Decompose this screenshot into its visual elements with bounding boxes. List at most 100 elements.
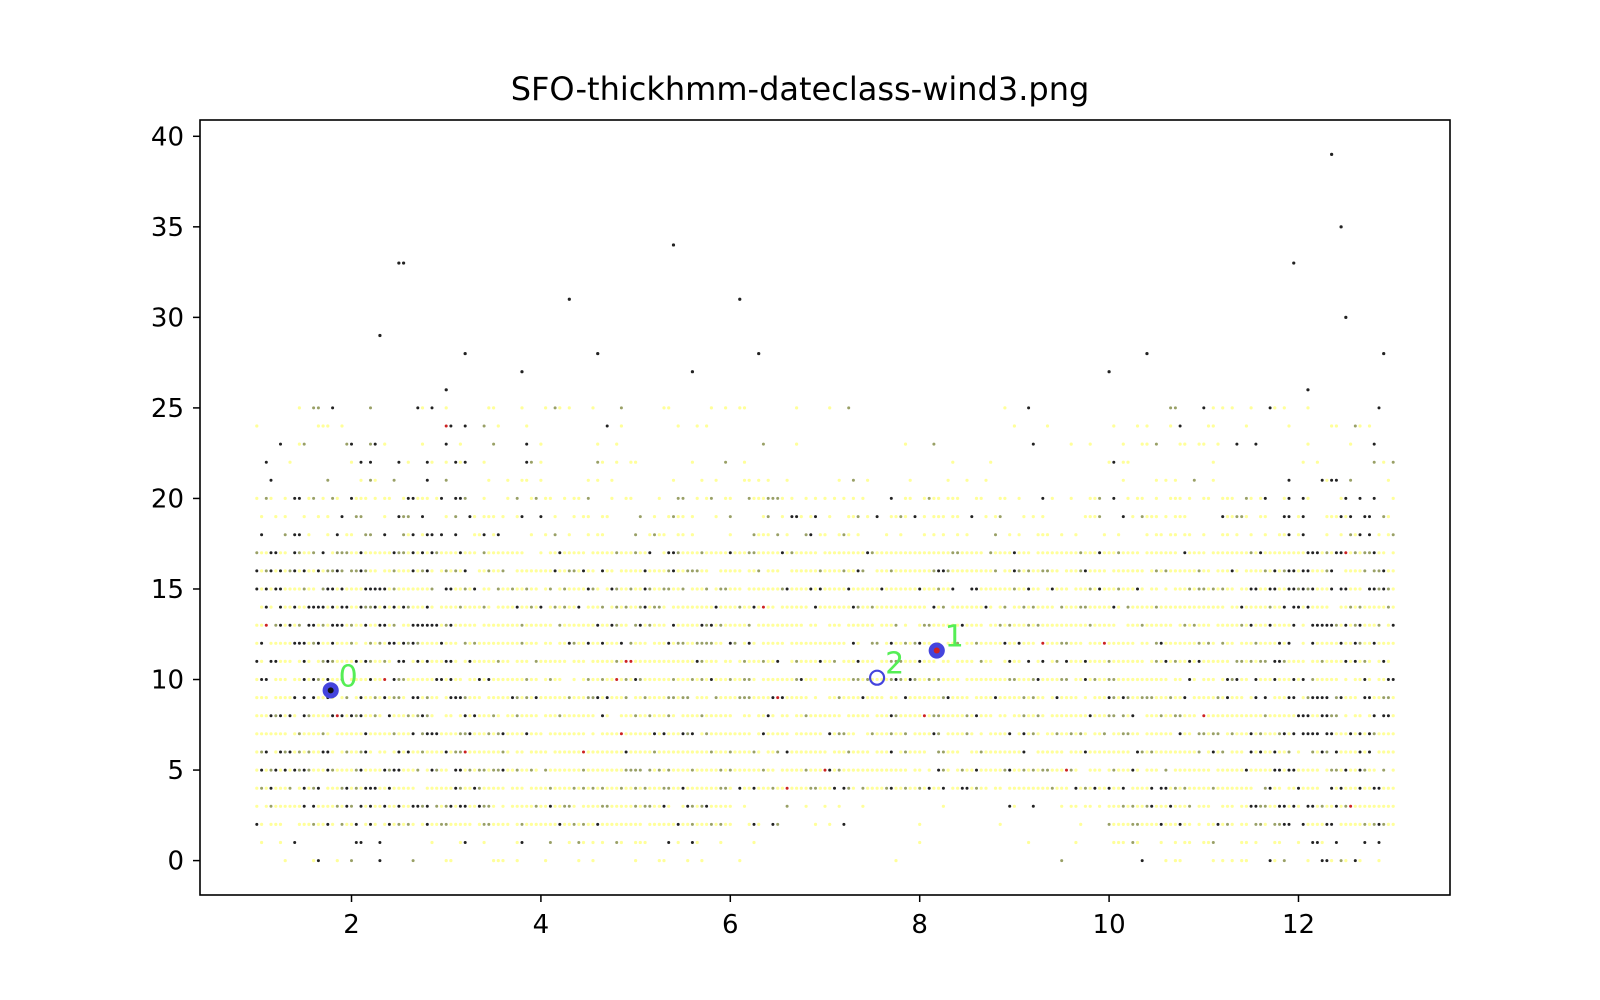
data-point <box>349 659 354 664</box>
data-point <box>468 786 472 790</box>
data-point <box>861 804 865 808</box>
data-point <box>567 732 571 736</box>
data-point <box>832 641 837 645</box>
data-point <box>1334 732 1338 736</box>
data-point <box>1287 822 1291 826</box>
data-point <box>340 641 344 645</box>
data-point <box>288 659 292 664</box>
data-point <box>525 424 529 428</box>
data-point <box>1069 659 1073 664</box>
data-point <box>563 605 567 609</box>
data-point <box>364 569 368 573</box>
data-point <box>1235 569 1239 573</box>
data-point <box>638 840 642 845</box>
data-point <box>1235 533 1239 537</box>
data-point <box>1150 623 1154 627</box>
data-point <box>525 587 529 591</box>
data-point <box>771 551 775 555</box>
data-point <box>435 732 439 736</box>
data-point <box>420 641 425 645</box>
data-point <box>1330 424 1334 428</box>
data-point <box>932 587 936 591</box>
data-point <box>1135 496 1140 500</box>
data-point <box>496 587 500 591</box>
data-point <box>1277 623 1282 627</box>
data-point <box>283 677 287 682</box>
data-point <box>771 714 775 718</box>
data-point <box>1145 786 1149 790</box>
data-point <box>1301 623 1305 627</box>
data-point <box>1211 696 1215 700</box>
data-point <box>534 677 538 682</box>
data-point <box>335 587 339 591</box>
data-point <box>1263 677 1267 682</box>
data-point <box>1050 768 1054 772</box>
data-point <box>728 659 732 664</box>
data-point <box>1249 786 1253 790</box>
data-point <box>970 623 974 627</box>
data-point <box>899 569 903 573</box>
data-point <box>373 786 377 790</box>
data-point <box>260 714 264 718</box>
data-point <box>776 623 780 627</box>
data-point <box>1230 714 1234 718</box>
data-point <box>889 696 893 700</box>
data-point <box>601 678 604 681</box>
data-point <box>671 478 676 482</box>
data-point <box>558 732 562 736</box>
data-point <box>629 677 633 682</box>
data-point <box>1240 515 1244 519</box>
data-point <box>643 641 647 645</box>
data-point <box>1235 551 1239 555</box>
data-point <box>1140 496 1144 500</box>
chart-title: SFO-thickhmm-dateclass-wind3.png <box>510 70 1090 108</box>
data-point <box>1197 822 1201 827</box>
data-point <box>302 641 306 645</box>
data-point <box>492 623 496 627</box>
data-point <box>477 678 481 681</box>
data-point <box>373 569 377 573</box>
data-point <box>312 641 316 645</box>
data-point <box>331 496 335 500</box>
data-point <box>1273 587 1277 591</box>
data-point <box>1225 551 1230 555</box>
data-point <box>1282 859 1286 863</box>
data-point <box>1296 533 1301 537</box>
data-point <box>1050 623 1054 627</box>
data-point <box>463 659 467 664</box>
data-point <box>1112 750 1116 754</box>
data-point <box>709 678 713 681</box>
data-point <box>624 732 628 736</box>
data-point <box>586 641 590 645</box>
data-point <box>1306 786 1310 790</box>
data-point <box>1358 714 1362 718</box>
data-point <box>742 750 747 754</box>
data-point <box>766 623 770 627</box>
data-point <box>922 587 927 591</box>
data-point <box>1249 659 1253 663</box>
data-point <box>695 714 699 718</box>
data-point <box>458 786 462 790</box>
data-point <box>264 587 268 591</box>
data-point <box>501 551 505 555</box>
data-point <box>1178 750 1182 754</box>
data-point <box>553 768 557 772</box>
data-point <box>1088 442 1092 446</box>
data-point <box>473 768 477 772</box>
data-point <box>681 786 685 790</box>
data-point <box>1339 551 1343 555</box>
data-point <box>383 515 387 519</box>
data-point <box>1249 605 1253 609</box>
data-point <box>743 678 746 681</box>
data-point <box>913 714 917 718</box>
data-point <box>1098 732 1102 736</box>
data-point <box>477 696 481 700</box>
data-point <box>780 714 785 718</box>
data-point <box>1140 822 1144 827</box>
data-point <box>818 732 822 736</box>
data-point <box>548 496 553 500</box>
data-point <box>492 732 496 736</box>
data-point <box>577 732 581 736</box>
data-point <box>345 623 349 627</box>
data-point <box>1074 569 1078 573</box>
